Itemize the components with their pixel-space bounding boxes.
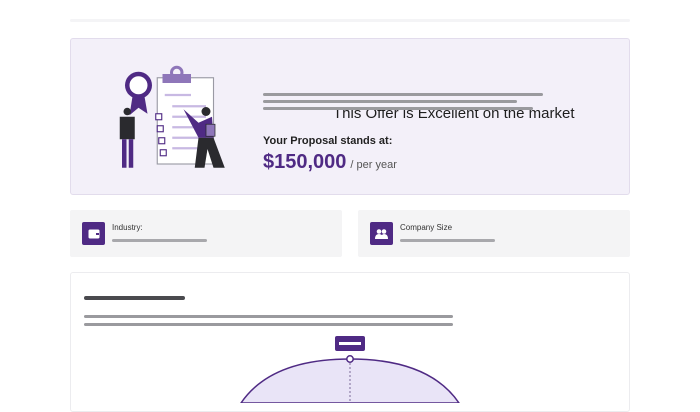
top-divider bbox=[70, 19, 630, 22]
industry-value-placeholder bbox=[112, 239, 207, 242]
company-size-value-placeholder bbox=[400, 239, 495, 242]
proposal-amount: $150,000/ per year bbox=[263, 151, 397, 174]
offer-banner: This Offer is Excellent on the market Yo… bbox=[70, 38, 630, 195]
distribution-curve bbox=[240, 336, 460, 403]
text-placeholder bbox=[84, 315, 453, 318]
period-label: / per year bbox=[350, 159, 397, 171]
users-icon bbox=[370, 222, 393, 245]
text-placeholder bbox=[263, 100, 517, 103]
offer-illustration bbox=[119, 65, 225, 168]
text-placeholder bbox=[263, 107, 533, 110]
panel-heading-placeholder bbox=[84, 296, 185, 300]
text-placeholder bbox=[84, 323, 453, 326]
proposal-label: Your Proposal stands at: bbox=[263, 135, 393, 147]
industry-card: Industry: bbox=[70, 210, 342, 257]
company-size-card: Company Size bbox=[358, 210, 630, 257]
amount-value: $150,000 bbox=[263, 151, 347, 173]
salary-distribution-panel bbox=[70, 272, 630, 412]
industry-label: Industry: bbox=[112, 223, 143, 232]
company-size-label: Company Size bbox=[400, 223, 453, 232]
text-placeholder bbox=[263, 93, 543, 96]
tooltip-placeholder bbox=[339, 342, 361, 345]
marker-point[interactable] bbox=[346, 355, 354, 363]
wallet-icon bbox=[82, 222, 105, 245]
